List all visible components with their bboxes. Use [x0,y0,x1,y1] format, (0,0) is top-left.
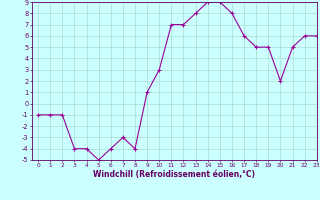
X-axis label: Windchill (Refroidissement éolien,°C): Windchill (Refroidissement éolien,°C) [93,170,255,179]
